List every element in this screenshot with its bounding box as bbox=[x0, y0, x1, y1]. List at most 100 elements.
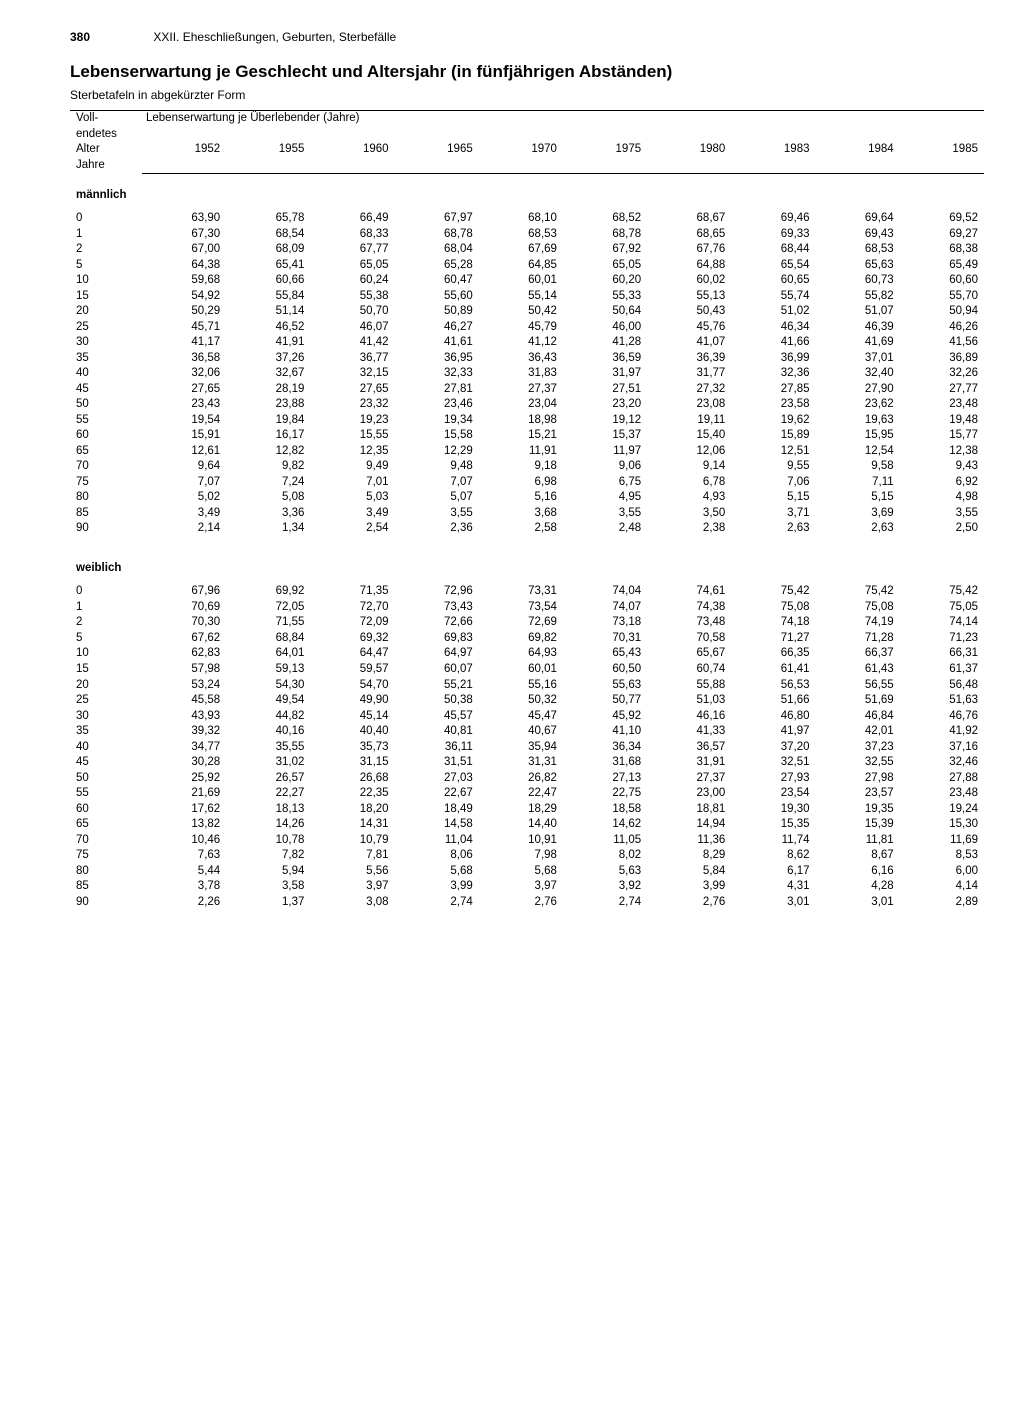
age-cell: 50 bbox=[70, 771, 142, 787]
value-cell: 27,81 bbox=[395, 382, 479, 398]
row-header: Voll- endetes Alter Jahre bbox=[70, 111, 142, 174]
value-cell: 5,08 bbox=[226, 490, 310, 506]
value-cell: 5,44 bbox=[142, 864, 226, 880]
value-cell: 4,28 bbox=[816, 879, 900, 895]
value-cell: 10,79 bbox=[310, 833, 394, 849]
value-cell: 27,98 bbox=[816, 771, 900, 787]
value-cell: 50,32 bbox=[479, 693, 563, 709]
age-cell: 35 bbox=[70, 351, 142, 367]
value-cell: 68,54 bbox=[226, 227, 310, 243]
value-cell: 3,71 bbox=[731, 506, 815, 522]
value-cell: 1,34 bbox=[226, 521, 310, 537]
subtitle: Sterbetafeln in abgekürzter Form bbox=[70, 88, 984, 102]
value-cell: 51,02 bbox=[731, 304, 815, 320]
value-cell: 31,31 bbox=[479, 755, 563, 771]
value-cell: 7,11 bbox=[816, 475, 900, 491]
value-cell: 55,13 bbox=[647, 289, 731, 305]
value-cell: 14,94 bbox=[647, 817, 731, 833]
life-expectancy-table: Voll- endetes Alter Jahre Lebenserwartun… bbox=[70, 110, 984, 920]
value-cell: 37,23 bbox=[816, 740, 900, 756]
value-cell: 34,77 bbox=[142, 740, 226, 756]
table-row: 1059,6860,6660,2460,4760,0160,2060,0260,… bbox=[70, 273, 984, 289]
value-cell: 15,95 bbox=[816, 428, 900, 444]
value-cell: 3,50 bbox=[647, 506, 731, 522]
value-cell: 5,15 bbox=[816, 490, 900, 506]
value-cell: 51,14 bbox=[226, 304, 310, 320]
value-cell: 46,27 bbox=[395, 320, 479, 336]
value-cell: 65,41 bbox=[226, 258, 310, 274]
age-cell: 65 bbox=[70, 817, 142, 833]
age-cell: 90 bbox=[70, 895, 142, 911]
value-cell: 2,38 bbox=[647, 521, 731, 537]
value-cell: 32,51 bbox=[731, 755, 815, 771]
age-cell: 15 bbox=[70, 662, 142, 678]
age-cell: 60 bbox=[70, 428, 142, 444]
value-cell: 22,35 bbox=[310, 786, 394, 802]
value-cell: 8,06 bbox=[395, 848, 479, 864]
value-cell: 7,63 bbox=[142, 848, 226, 864]
value-cell: 67,69 bbox=[479, 242, 563, 258]
value-cell: 55,63 bbox=[563, 678, 647, 694]
value-cell: 9,82 bbox=[226, 459, 310, 475]
age-cell: 20 bbox=[70, 678, 142, 694]
value-cell: 23,43 bbox=[142, 397, 226, 413]
age-cell: 1 bbox=[70, 600, 142, 616]
value-cell: 31,15 bbox=[310, 755, 394, 771]
value-cell: 50,42 bbox=[479, 304, 563, 320]
age-cell: 90 bbox=[70, 521, 142, 537]
value-cell: 42,01 bbox=[816, 724, 900, 740]
value-cell: 66,35 bbox=[731, 646, 815, 662]
value-cell: 9,06 bbox=[563, 459, 647, 475]
value-cell: 57,98 bbox=[142, 662, 226, 678]
value-cell: 6,78 bbox=[647, 475, 731, 491]
table-row: 2545,7146,5246,0746,2745,7946,0045,7646,… bbox=[70, 320, 984, 336]
table-row: 067,9669,9271,3572,9673,3174,0474,6175,4… bbox=[70, 584, 984, 600]
value-cell: 65,05 bbox=[563, 258, 647, 274]
age-cell: 5 bbox=[70, 631, 142, 647]
value-cell: 67,92 bbox=[563, 242, 647, 258]
value-cell: 75,42 bbox=[900, 584, 984, 600]
value-cell: 37,26 bbox=[226, 351, 310, 367]
value-cell: 12,82 bbox=[226, 444, 310, 460]
age-cell: 15 bbox=[70, 289, 142, 305]
value-cell: 15,39 bbox=[816, 817, 900, 833]
value-cell: 65,67 bbox=[647, 646, 731, 662]
year-header: 1975 bbox=[563, 142, 647, 173]
table-row: 4527,6528,1927,6527,8127,3727,5127,3227,… bbox=[70, 382, 984, 398]
value-cell: 41,42 bbox=[310, 335, 394, 351]
value-cell: 9,43 bbox=[900, 459, 984, 475]
value-cell: 14,31 bbox=[310, 817, 394, 833]
value-cell: 23,57 bbox=[816, 786, 900, 802]
value-cell: 65,54 bbox=[731, 258, 815, 274]
year-header: 1985 bbox=[900, 142, 984, 173]
value-cell: 3,49 bbox=[142, 506, 226, 522]
value-cell: 74,04 bbox=[563, 584, 647, 600]
value-cell: 10,46 bbox=[142, 833, 226, 849]
value-cell: 40,16 bbox=[226, 724, 310, 740]
value-cell: 37,20 bbox=[731, 740, 815, 756]
table-row: 3043,9344,8245,1445,5745,4745,9246,1646,… bbox=[70, 709, 984, 725]
value-cell: 75,08 bbox=[731, 600, 815, 616]
value-cell: 3,49 bbox=[310, 506, 394, 522]
value-cell: 49,54 bbox=[226, 693, 310, 709]
value-cell: 18,29 bbox=[479, 802, 563, 818]
value-cell: 68,78 bbox=[395, 227, 479, 243]
table-row: 167,3068,5468,3368,7868,5368,7868,6569,3… bbox=[70, 227, 984, 243]
section-label: weiblich bbox=[70, 547, 984, 585]
value-cell: 2,74 bbox=[395, 895, 479, 911]
value-cell: 72,09 bbox=[310, 615, 394, 631]
year-header: 1970 bbox=[479, 142, 563, 173]
value-cell: 2,26 bbox=[142, 895, 226, 911]
value-cell: 67,77 bbox=[310, 242, 394, 258]
value-cell: 3,69 bbox=[816, 506, 900, 522]
value-cell: 2,63 bbox=[731, 521, 815, 537]
table-row: 805,445,945,565,685,685,635,846,176,166,… bbox=[70, 864, 984, 880]
value-cell: 3,97 bbox=[310, 879, 394, 895]
value-cell: 68,52 bbox=[563, 211, 647, 227]
value-cell: 68,78 bbox=[563, 227, 647, 243]
value-cell: 50,70 bbox=[310, 304, 394, 320]
value-cell: 19,35 bbox=[816, 802, 900, 818]
value-cell: 46,52 bbox=[226, 320, 310, 336]
value-cell: 15,77 bbox=[900, 428, 984, 444]
value-cell: 15,30 bbox=[900, 817, 984, 833]
